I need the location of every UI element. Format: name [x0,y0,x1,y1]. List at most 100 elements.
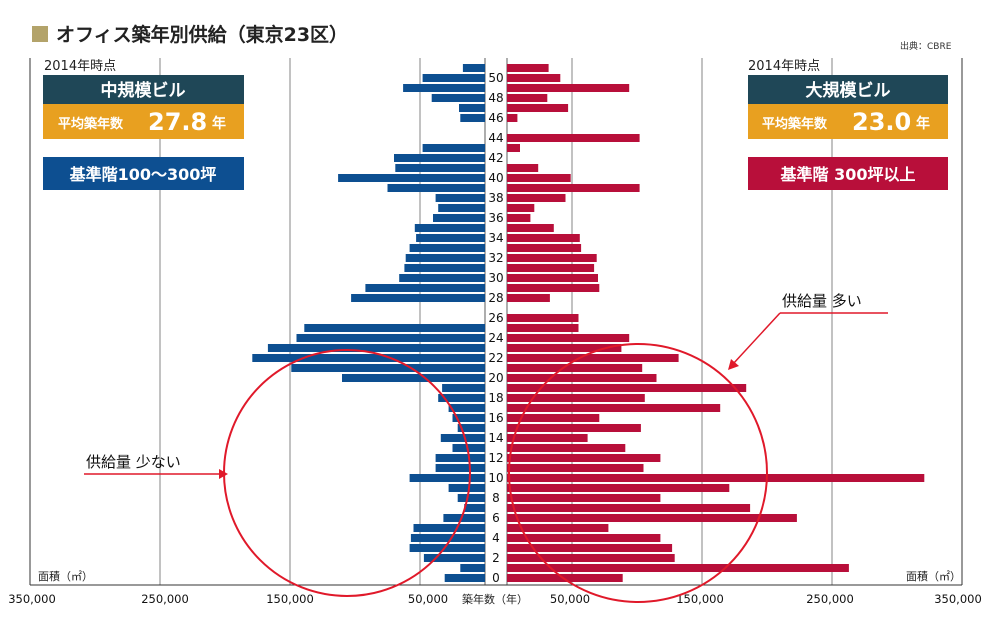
bar-large-21 [507,364,643,372]
bar-large-19 [507,384,747,392]
y-tick-label: 28 [488,291,503,305]
bar-middle-22 [252,354,485,362]
bar-middle-23 [267,344,485,352]
bar-large-6 [507,514,797,522]
y-tick-label: 46 [488,111,503,125]
bar-middle-36 [433,214,485,222]
bar-large-48 [507,94,548,102]
chart-title: オフィス築年別供給（東京23区） [56,23,348,46]
bar-middle-16 [452,414,485,422]
y-tick-label: 2 [492,551,500,565]
bar-middle-4 [410,534,485,542]
y-tick-label: 10 [488,471,503,485]
y-axis-ticks: 0246810121416182022242628303234363840424… [488,71,503,585]
bar-large-9 [507,484,730,492]
bar-large-51 [507,64,549,72]
bar-large-41 [507,164,539,172]
bar-large-22 [507,354,679,362]
y-tick-label: 48 [488,91,503,105]
bar-middle-9 [448,484,485,492]
left-panel-year: 2014年時点 [44,59,116,74]
bar-middle-5 [413,524,485,532]
y-tick-label: 16 [488,411,503,425]
y-tick-label: 12 [488,451,503,465]
bar-middle-20 [342,374,485,382]
bar-large-0 [507,574,623,582]
bar-large-49 [507,84,630,92]
x-tick-label: 350,000 [934,592,982,606]
bar-large-11 [507,464,644,472]
bar-middle-10 [409,474,485,482]
left-panel-avg-label: 平均築年数 [58,116,124,132]
bar-middle-2 [423,554,485,562]
bar-middle-34 [416,234,485,242]
y-tick-label: 50 [488,71,503,85]
y-tick-label: 32 [488,251,503,265]
bar-large-17 [507,404,721,412]
source-label: 出典：CBRE [900,40,952,52]
bar-large-30 [507,274,598,282]
bar-middle-29 [365,284,485,292]
y-tick-label: 44 [488,131,503,145]
bar-large-44 [507,134,640,142]
bar-large-7 [507,504,751,512]
bar-large-28 [507,294,550,302]
bar-large-31 [507,264,595,272]
bar-middle-50 [422,74,485,82]
right-panel-avg-value: 23.0 [852,108,911,136]
area-label-right: 面積（㎡） [906,569,961,583]
y-tick-label: 36 [488,211,503,225]
bar-large-3 [507,544,673,552]
series-middle-buildings [252,64,485,582]
bar-large-20 [507,374,657,382]
y-tick-label: 8 [492,491,500,505]
bar-middle-14 [440,434,485,442]
bar-middle-15 [457,424,485,432]
x-axis-center-label: 築年数（年） [462,592,528,606]
bar-large-4 [507,534,661,542]
right-panel-avg-unit: 年 [916,115,930,132]
bar-large-29 [507,284,600,292]
bar-middle-35 [414,224,485,232]
bar-middle-19 [442,384,485,392]
bar-large-35 [507,224,554,232]
bar-large-25 [507,324,579,332]
bar-large-33 [507,244,582,252]
bar-large-46 [507,114,518,122]
bar-middle-18 [438,394,485,402]
bar-middle-37 [438,204,485,212]
y-tick-label: 0 [492,571,500,585]
bar-middle-24 [296,334,485,342]
bar-middle-21 [291,364,485,372]
bar-middle-32 [405,254,485,262]
x-tick-label: 250,000 [806,592,854,606]
bar-large-34 [507,234,580,242]
left-panel-criteria: 基準階100〜300坪 [69,165,217,184]
x-tick-label: 150,000 [676,592,724,606]
bar-large-40 [507,174,571,182]
bar-middle-3 [409,544,485,552]
x-axis-ticks: 350,000 250,000 150,000 50,000 50,000 150,000… [8,592,982,606]
x-tick-label: 150,000 [266,592,314,606]
bar-large-15 [507,424,641,432]
y-tick-label: 38 [488,191,503,205]
bar-middle-6 [443,514,485,522]
bar-middle-39 [387,184,485,192]
bar-large-18 [507,394,645,402]
bar-middle-1 [460,564,485,572]
annotation-left-text: 供給量 少ない [86,453,181,471]
bar-large-12 [507,454,661,462]
y-tick-label: 34 [488,231,503,245]
bar-large-39 [507,184,640,192]
bar-large-13 [507,444,626,452]
bar-middle-7 [464,504,485,512]
left-panel-avg-value: 27.8 [148,108,207,136]
right-panel-year: 2014年時点 [748,59,820,74]
left-panel-criteria-bg [43,157,244,190]
x-tick-label: 250,000 [141,592,189,606]
bar-middle-41 [395,164,485,172]
bar-large-10 [507,474,925,482]
annotation-right-arrow [732,312,781,365]
bar-middle-12 [435,454,485,462]
y-tick-label: 42 [488,151,503,165]
